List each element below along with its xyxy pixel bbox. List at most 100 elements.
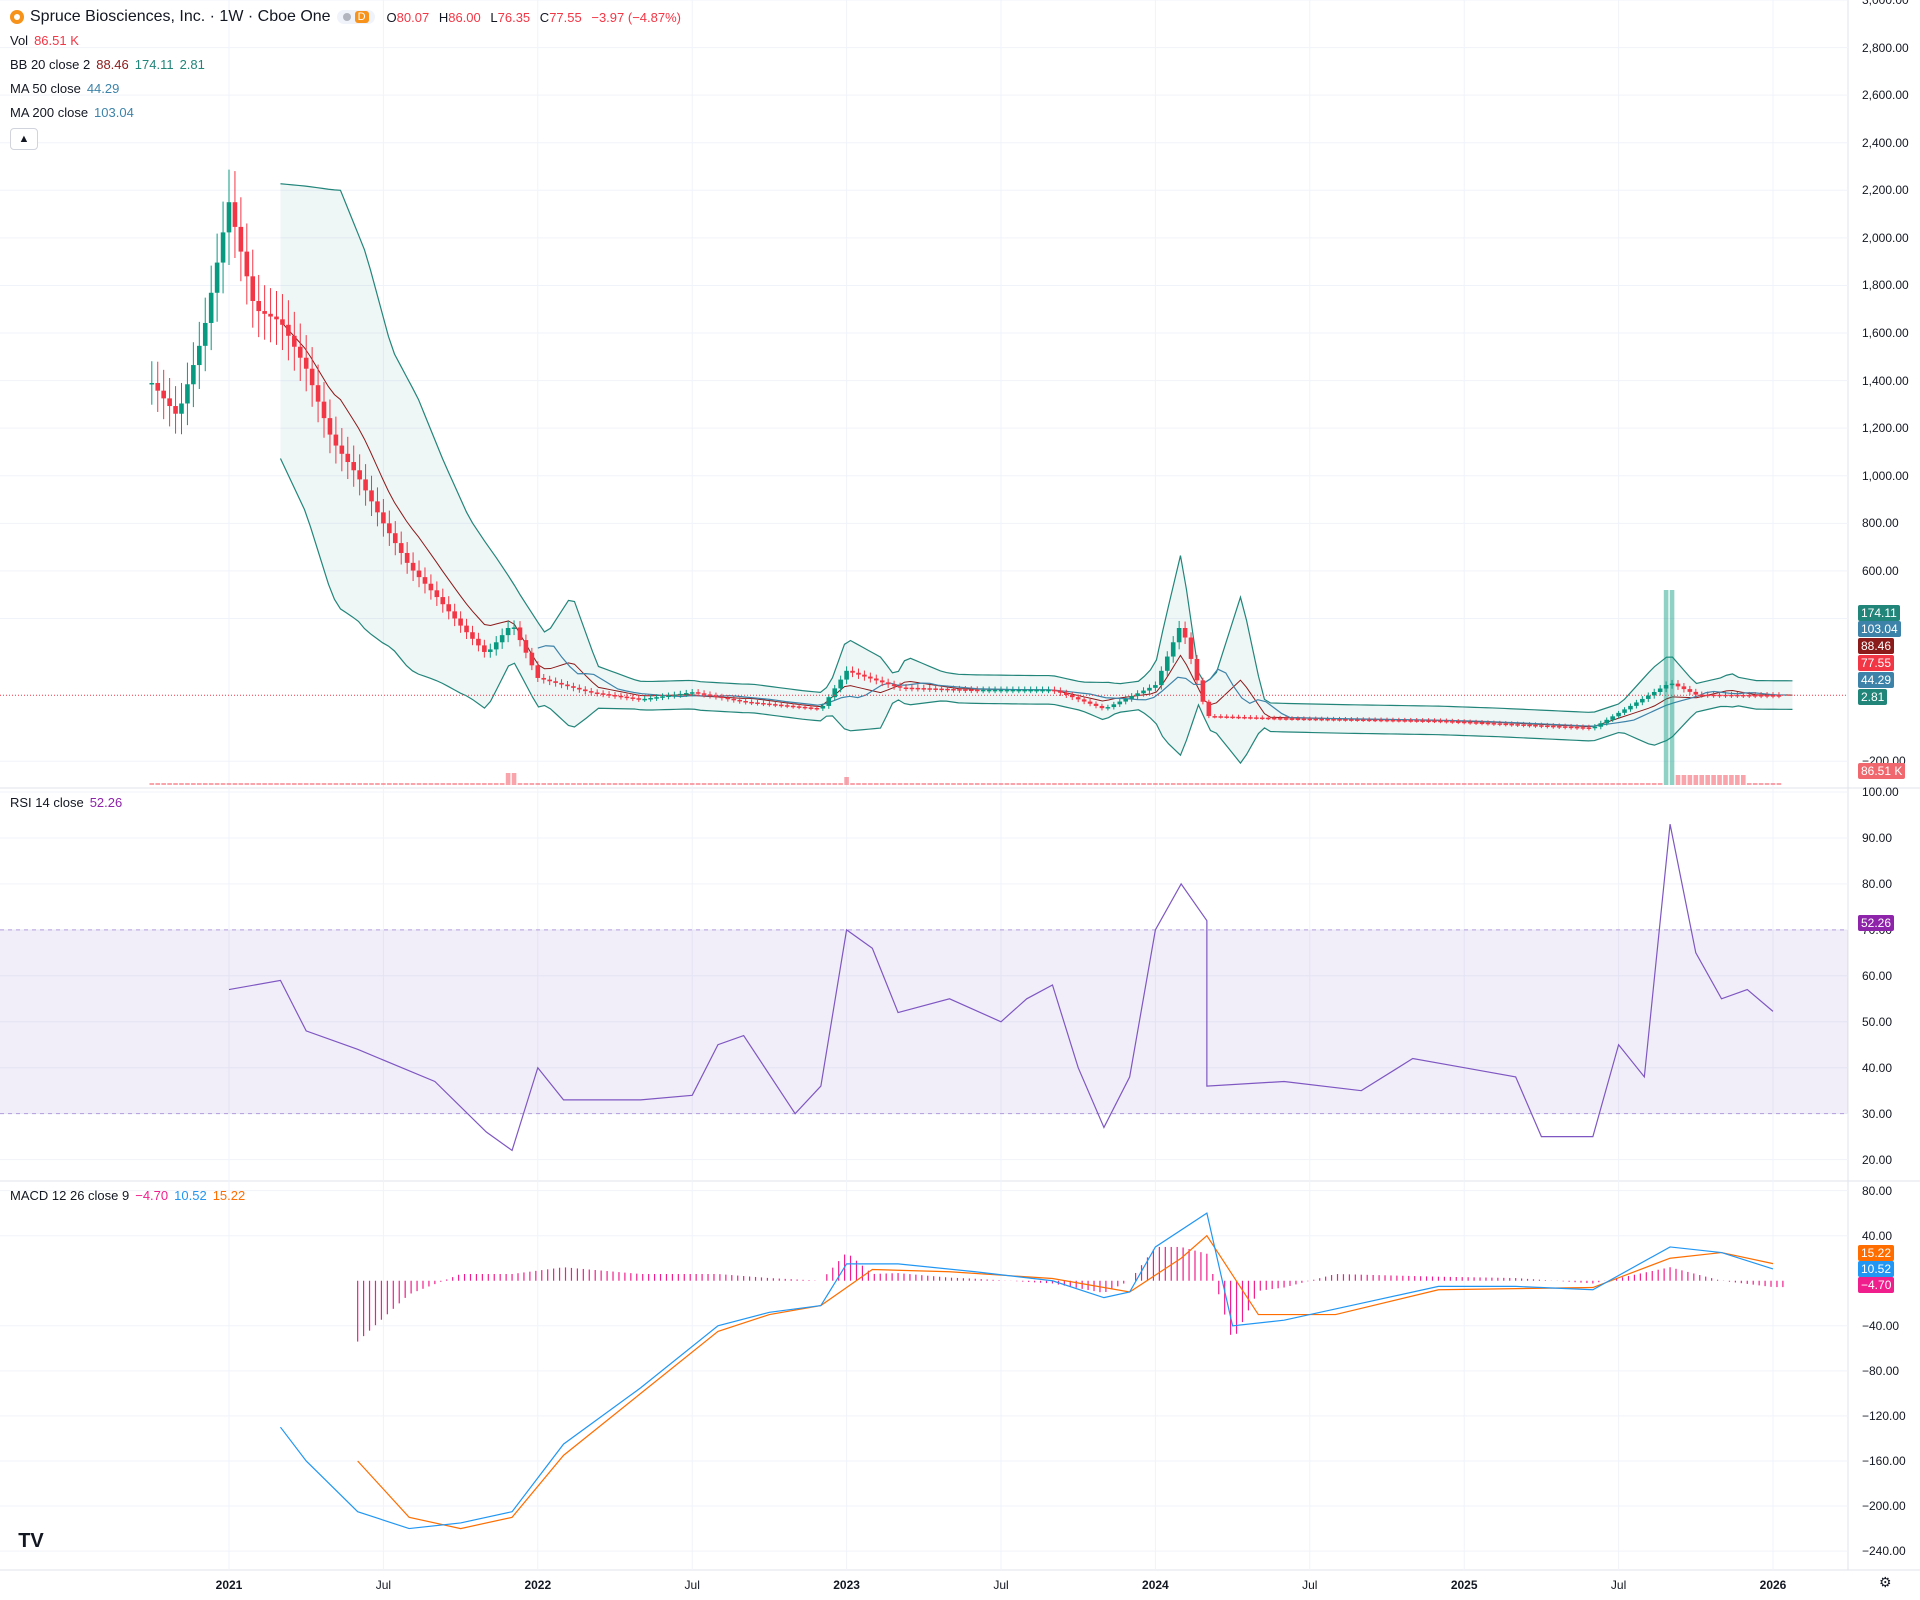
candle-body (220, 232, 226, 263)
volume-bar (161, 783, 166, 785)
market-status-pill[interactable]: D (336, 10, 375, 24)
legend-ma200[interactable]: MA 200 close 103.04 (10, 105, 134, 120)
volume-bar (624, 783, 630, 785)
y-tick-label: 80.00 (1862, 876, 1893, 891)
volume-bar (505, 773, 511, 785)
volume-bar (1545, 783, 1550, 785)
volume-bar (1776, 783, 1782, 785)
symbol-title[interactable]: Spruce Biosciences, Inc. · 1W · Cboe One (30, 8, 331, 25)
gear-icon[interactable]: ⚙ (1879, 1574, 1892, 1590)
volume-bar (1622, 783, 1627, 785)
candle-body (1473, 722, 1479, 724)
volume-bar (1254, 783, 1259, 785)
volume-bar (1313, 783, 1319, 785)
candle-body (790, 705, 796, 708)
candle-body (1527, 724, 1532, 727)
volume-bar (790, 783, 796, 785)
volume-bar (1746, 783, 1752, 785)
volume-bar (1533, 783, 1538, 785)
volume-bar (1087, 783, 1093, 785)
candle-body (1093, 703, 1099, 706)
x-tick-label: Jul (1302, 1578, 1318, 1592)
candle-body (191, 365, 196, 385)
volume-bar (185, 783, 190, 785)
candle-body (404, 552, 410, 563)
volume-bar (1099, 783, 1105, 785)
candle-body (630, 697, 636, 699)
tradingview-logo-icon[interactable]: TV (18, 1529, 44, 1552)
volume-bar (1378, 783, 1384, 785)
volume-bar (167, 783, 172, 785)
candle-body (422, 577, 428, 584)
legend-rsi[interactable]: RSI 14 close 52.26 (10, 795, 123, 810)
candle-body (1776, 695, 1782, 697)
candle-body (713, 695, 719, 698)
candle-body (897, 686, 903, 688)
candle-body (915, 687, 921, 690)
volume-bar (1337, 783, 1342, 785)
candle-body (1764, 695, 1770, 697)
candle-body (1491, 723, 1497, 725)
candle-body (214, 262, 220, 293)
legend-ma50[interactable]: MA 50 close 44.29 (10, 81, 120, 96)
volume-bar (1307, 783, 1313, 785)
candle-body (660, 696, 665, 698)
candle-body (737, 699, 743, 702)
volume-bar (458, 783, 463, 785)
volume-bars (149, 590, 1782, 785)
candle-body (1586, 727, 1592, 729)
candle-body (1111, 704, 1117, 708)
candle-body (957, 689, 962, 691)
candle-body (1271, 717, 1277, 720)
volume-bar (1550, 783, 1556, 785)
candle-body (1634, 702, 1639, 706)
candle-body (1408, 720, 1414, 722)
volume-bar (351, 783, 357, 785)
collapse-legend-button[interactable]: ▲ (10, 128, 38, 150)
volume-bar (476, 783, 481, 785)
candle-body (499, 635, 505, 643)
volume-bar (1265, 783, 1271, 785)
volume-bar (1301, 783, 1307, 785)
volume-bar (719, 783, 725, 785)
y-tick-label: 30.00 (1862, 1106, 1893, 1121)
volume-bar (345, 783, 351, 785)
volume-bar (986, 783, 992, 785)
volume-bar (678, 783, 683, 785)
volume-bar (1295, 783, 1301, 785)
candle-body (1444, 720, 1449, 723)
candle-body (1075, 697, 1081, 700)
y-tick-label: −40.00 (1862, 1318, 1900, 1333)
legend-macd[interactable]: MACD 12 26 close 9 −4.70 10.52 15.22 (10, 1188, 246, 1203)
candle-body (1087, 701, 1093, 704)
volume-bar (1735, 775, 1740, 785)
x-tick-label: Jul (684, 1578, 700, 1592)
volume-bar (885, 783, 891, 785)
volume-bar (1164, 783, 1170, 785)
candle-body (1182, 628, 1188, 638)
bb-upper-line (280, 183, 1793, 713)
candle-body (666, 695, 671, 698)
volume-bar (1159, 783, 1164, 785)
status-dot-icon (342, 13, 351, 21)
volume-bar (1598, 783, 1604, 785)
legend-bb[interactable]: BB 20 close 2 88.46 174.11 2.81 (10, 57, 205, 72)
volume-bar (588, 783, 594, 785)
candle-body (1028, 689, 1033, 692)
macd-line (279, 1212, 1774, 1530)
volume-bar (1467, 783, 1473, 785)
ma-line (537, 645, 1786, 727)
candle-body (321, 401, 327, 419)
candle-body (594, 692, 600, 695)
candle-body (1616, 712, 1621, 717)
volume-bar (749, 783, 754, 785)
volume-bar (1438, 783, 1443, 785)
legend-vol[interactable]: Vol 86.51 K (10, 33, 79, 48)
candle-body (1681, 686, 1687, 690)
volume-bar (1188, 783, 1194, 785)
price-tag: 88.46 (1858, 638, 1895, 654)
candle-body (1194, 658, 1200, 681)
volume-bar (927, 783, 933, 785)
volume-bar (327, 783, 333, 785)
